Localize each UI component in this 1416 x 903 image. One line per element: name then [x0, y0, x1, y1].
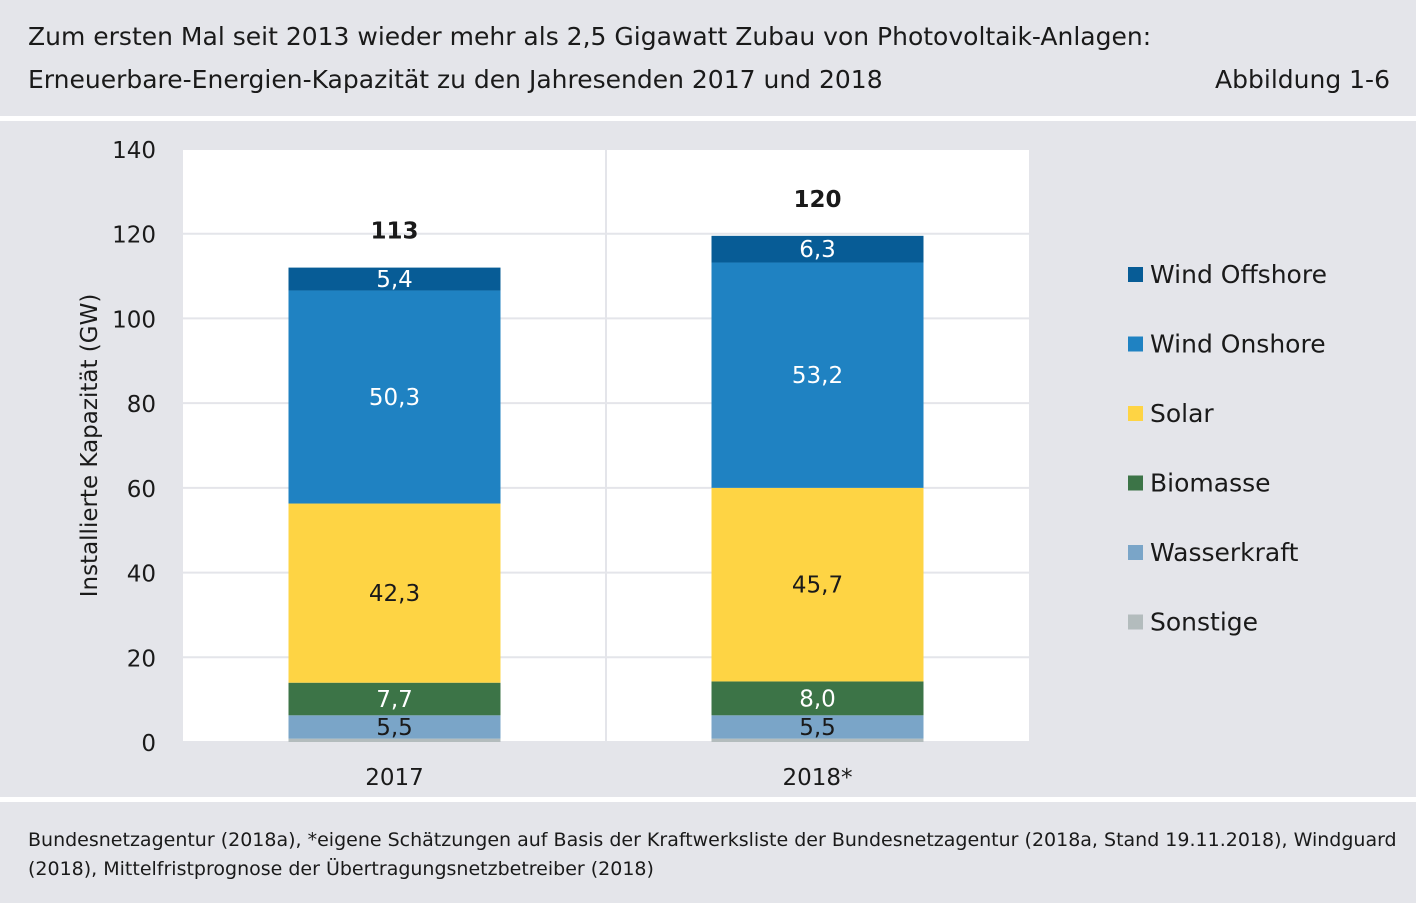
- chart-title: Zum ersten Mal seit 2013 wieder mehr als…: [28, 22, 1152, 51]
- legend-swatch: [1128, 475, 1143, 491]
- segment-label: 7,7: [376, 687, 413, 713]
- figure-label: Abbildung 1-6: [1215, 65, 1390, 94]
- bar-segment: [288, 267, 501, 291]
- segment-label: 6,3: [799, 237, 836, 263]
- stacked-bar-chart: 0 20 40 60 80 100 120 140 Installierte Kapazität…: [77, 138, 1327, 791]
- bar-segment: [288, 682, 501, 716]
- y-tick-label: 0: [141, 731, 156, 757]
- y-tick-label: 140: [112, 138, 156, 164]
- header-divider: [0, 116, 1416, 121]
- legend-swatch: [1128, 267, 1143, 282]
- segment-label: 53,2: [792, 363, 843, 389]
- bar-segment: [288, 290, 501, 504]
- segment-label: 50,3: [369, 385, 420, 411]
- x-tick-label: 2017: [365, 765, 424, 791]
- y-tick-label: 80: [127, 392, 156, 418]
- bar-segment: [288, 503, 501, 683]
- chart-subtitle: Erneuerbare-Energien-Kapazität zu den Ja…: [28, 65, 883, 94]
- bar-segment: [711, 715, 924, 739]
- legend-label: Wind Onshore: [1150, 330, 1326, 359]
- bar-total-label: 120: [793, 187, 841, 213]
- bar-segment: [711, 235, 924, 263]
- segment-label: 5,5: [799, 715, 836, 741]
- legend-label: Biomasse: [1150, 469, 1271, 498]
- legend-label: Solar: [1150, 399, 1214, 428]
- legend-label: Sonstige: [1150, 608, 1258, 637]
- legend-label: Wasserkraft: [1150, 538, 1299, 567]
- segment-label: 5,4: [376, 267, 413, 293]
- bar-segment: [288, 715, 501, 739]
- bar-segment: [288, 738, 501, 742]
- y-tick-label: 60: [127, 477, 156, 503]
- legend-swatch: [1128, 336, 1143, 352]
- legend-swatch: [1128, 406, 1143, 421]
- bar-total-label: 113: [370, 219, 418, 245]
- bar-segment: [711, 262, 924, 488]
- source-note: Bundesnetzagentur (2018a), *eigene Schät…: [28, 829, 1397, 880]
- segment-label: 42,3: [369, 581, 420, 607]
- chart-header: Zum ersten Mal seit 2013 wieder mehr als…: [0, 0, 1416, 116]
- y-tick-label: 100: [112, 307, 156, 333]
- legend-label: Wind Offshore: [1150, 260, 1327, 289]
- segment-label: 45,7: [792, 573, 843, 599]
- segment-label: 8,0: [799, 686, 836, 712]
- bar-segment: [711, 738, 924, 742]
- legend-swatch: [1128, 614, 1143, 630]
- bar-segment: [711, 487, 924, 682]
- y-tick-label: 40: [127, 562, 156, 588]
- x-tick-label: 2018*: [782, 765, 852, 791]
- y-tick-label: 20: [127, 646, 156, 672]
- bar-segment: [711, 681, 924, 716]
- segment-label: 5,5: [376, 715, 413, 741]
- footer-divider: [0, 797, 1416, 802]
- y-axis-label: Installierte Kapazität (GW): [77, 294, 103, 598]
- legend-swatch: [1128, 545, 1143, 560]
- y-tick-label: 120: [112, 223, 156, 249]
